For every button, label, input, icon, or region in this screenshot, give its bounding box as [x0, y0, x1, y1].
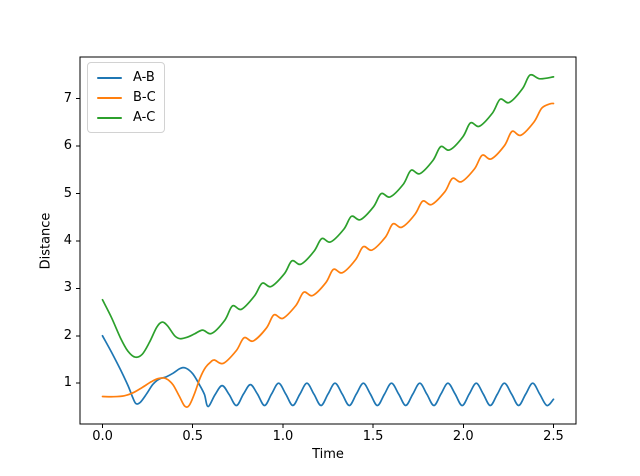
y-tick-label: 4: [63, 232, 72, 248]
x-tick-label: 0.5: [182, 429, 204, 444]
x-tick-label: 1.0: [272, 429, 294, 444]
legend-label: B-C: [133, 90, 156, 105]
legend-line-sample: [97, 96, 122, 99]
series-line-b-c: [101, 102, 555, 408]
legend: A-B B-C A-C: [87, 62, 165, 133]
y-tick-label: 3: [63, 280, 72, 296]
y-tick-label: 5: [63, 185, 72, 201]
legend-entry-b-c: B-C: [97, 90, 156, 105]
x-tick-label: 1.5: [362, 429, 384, 444]
y-tick-label: 2: [63, 327, 72, 343]
y-tick-label: 6: [63, 138, 72, 154]
y-tick-label: 1: [63, 375, 72, 391]
series-line-a-b: [101, 334, 555, 408]
legend-entry-a-c: A-C: [97, 110, 156, 125]
x-axis-label: Time: [312, 447, 344, 462]
x-tick-label: 2.0: [452, 429, 474, 444]
legend-line-sample: [97, 76, 122, 79]
y-tick-label: 7: [63, 90, 72, 106]
legend-line-sample: [97, 116, 122, 119]
legend-entry-a-b: A-B: [97, 70, 156, 85]
series-line-a-c: [101, 73, 555, 359]
x-tick-label: 0.0: [92, 429, 113, 444]
legend-label: A-C: [133, 110, 156, 125]
x-tick-label: 2.5: [543, 429, 564, 444]
legend-label: A-B: [133, 70, 155, 85]
